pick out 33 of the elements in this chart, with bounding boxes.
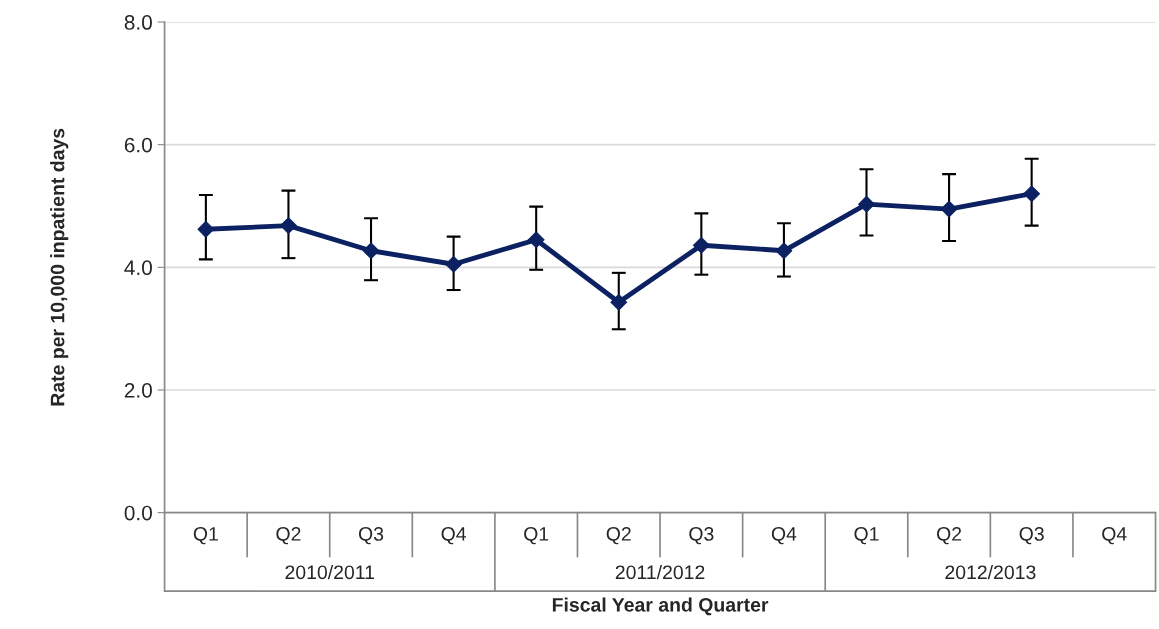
x-tick-label: Q1 xyxy=(193,527,218,545)
point xyxy=(362,242,380,260)
y-tick-label: 6.0 xyxy=(124,137,152,153)
point xyxy=(858,195,875,213)
y-tick-label: 8.0 xyxy=(124,15,152,30)
text: 2010/2011 xyxy=(285,564,375,580)
point xyxy=(1023,185,1041,203)
point xyxy=(197,220,215,238)
x-tick-label: Q1 xyxy=(854,527,879,545)
x-tick-label: Q3 xyxy=(1019,527,1044,545)
point xyxy=(280,217,297,234)
x-tick-label: Q2 xyxy=(606,527,631,545)
point xyxy=(610,293,628,311)
x-tick-label: Q2 xyxy=(276,527,301,545)
x-tick-label: Q4 xyxy=(771,527,797,545)
x-axis-title: Fiscal Year and Quarter xyxy=(552,597,769,616)
x-tick-label: Q4 xyxy=(1102,527,1127,545)
point xyxy=(775,242,793,260)
x-tick-label: Q2 xyxy=(937,527,962,545)
x-tick-label: Q3 xyxy=(358,527,384,545)
point xyxy=(527,231,545,249)
point xyxy=(940,200,958,218)
x-tick-label: Q4 xyxy=(441,527,466,545)
point xyxy=(445,255,462,273)
x-tick-label: Q1 xyxy=(524,527,549,545)
text: 2011/2012 xyxy=(615,564,705,580)
point xyxy=(692,236,710,254)
y-axis-title: Rate per 10,000 inpatient days xyxy=(50,128,69,406)
text: 2012/2013 xyxy=(945,564,1036,580)
y-tick-label: 0.0 xyxy=(124,505,152,521)
y-tick-label: 4.0 xyxy=(124,260,152,276)
y-tick-label: 2.0 xyxy=(124,382,152,398)
x-tick-label: Q3 xyxy=(689,527,714,545)
